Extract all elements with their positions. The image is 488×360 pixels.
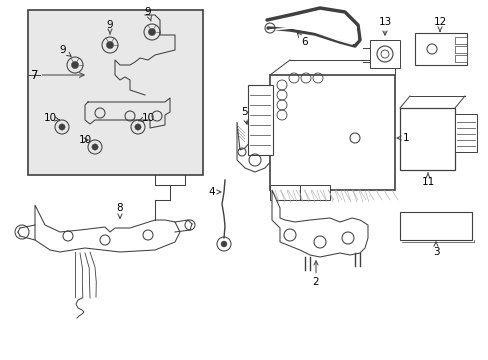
Text: 1: 1	[396, 133, 408, 143]
Bar	[247, 142, 256, 150]
Polygon shape	[35, 205, 180, 252]
Text: 13: 13	[378, 17, 391, 35]
Text: 10: 10	[138, 113, 154, 123]
Text: 4: 4	[208, 187, 221, 197]
Bar	[456, 125, 461, 130]
Text: 5: 5	[240, 107, 247, 124]
Bar	[454, 55, 466, 62]
Text: 9: 9	[106, 20, 113, 34]
Bar	[456, 137, 461, 142]
Text: 11: 11	[421, 173, 434, 187]
Bar	[456, 143, 461, 148]
Bar	[28, 10, 203, 175]
Circle shape	[71, 62, 79, 69]
Circle shape	[59, 124, 65, 130]
Text: 8: 8	[117, 203, 123, 218]
Bar	[247, 132, 256, 140]
Text: 9: 9	[60, 45, 71, 56]
Bar	[456, 119, 461, 124]
Bar	[269, 75, 394, 190]
Bar	[399, 108, 454, 170]
Bar	[247, 122, 256, 130]
Bar	[414, 33, 466, 65]
Bar	[369, 40, 399, 68]
Bar	[399, 212, 471, 240]
Polygon shape	[271, 190, 367, 257]
Polygon shape	[237, 122, 271, 172]
Bar	[247, 92, 256, 100]
Text: 12: 12	[432, 17, 446, 31]
Circle shape	[221, 241, 226, 247]
Bar	[454, 37, 466, 44]
Bar	[247, 102, 256, 110]
Circle shape	[106, 41, 113, 49]
Bar	[247, 85, 272, 155]
Bar	[456, 131, 461, 136]
Text: 10: 10	[43, 113, 60, 123]
Bar	[299, 185, 329, 200]
Circle shape	[92, 144, 98, 150]
Text: 2: 2	[312, 261, 319, 287]
Circle shape	[148, 28, 155, 36]
Bar	[269, 185, 299, 200]
Circle shape	[135, 124, 141, 130]
Text: 10: 10	[78, 135, 91, 145]
Text: 6: 6	[297, 33, 307, 47]
Text: 3: 3	[432, 242, 438, 257]
Bar	[247, 112, 256, 120]
Text: 7: 7	[30, 68, 84, 81]
Bar	[454, 46, 466, 53]
Bar	[454, 114, 476, 152]
Text: 9: 9	[144, 7, 151, 21]
